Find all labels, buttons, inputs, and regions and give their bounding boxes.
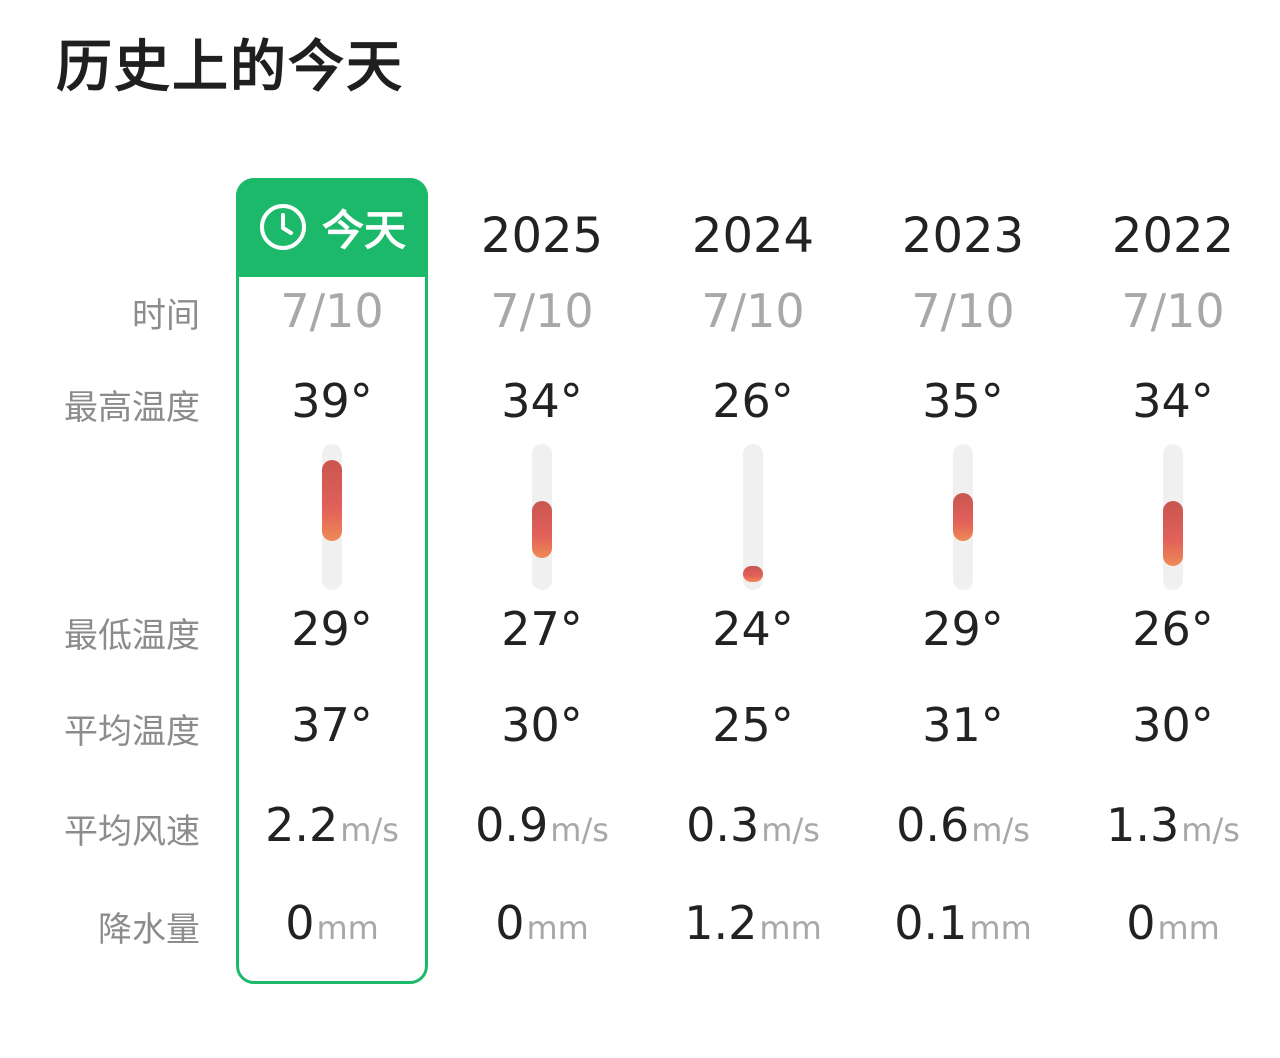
today-header: 今天 <box>236 178 428 277</box>
temp-range-track <box>532 444 552 590</box>
high-temp-value: 34° <box>1132 374 1214 428</box>
precipitation: 0.1mm <box>867 896 1059 950</box>
year-header: 2024 <box>691 208 815 264</box>
column-2025[interactable]: 2025 7/10 34° 27° 30° 0.9m/s 0mm <box>446 178 638 984</box>
year-header: 2022 <box>1111 208 1235 264</box>
wind-speed-unit: m/s <box>1181 811 1240 849</box>
temp-range-track <box>743 444 763 590</box>
precipitation-value: 1.2 <box>684 896 758 950</box>
low-temp-value: 29° <box>922 602 1004 656</box>
wind-speed-value: 2.2 <box>265 798 339 852</box>
precipitation-value: 0 <box>1126 896 1156 950</box>
low-temp-value: 27° <box>501 602 583 656</box>
precipitation: 1.2mm <box>657 896 849 950</box>
temp-range-bar <box>743 565 763 582</box>
temp-range-bar <box>1163 500 1183 566</box>
wind-speed-value: 0.6 <box>896 798 970 852</box>
precipitation-unit: mm <box>1157 909 1220 947</box>
temp-range-bar <box>532 500 552 558</box>
precipitation-unit: mm <box>526 909 589 947</box>
row-label-avg: 平均温度 <box>64 712 200 752</box>
column-2024[interactable]: 2024 7/10 26° 24° 25° 0.3m/s 1.2mm <box>657 178 849 984</box>
date-value: 7/10 <box>911 284 1015 338</box>
date-value: 7/10 <box>701 284 805 338</box>
high-temp-value: 39° <box>291 374 373 428</box>
precipitation-unit: mm <box>969 909 1032 947</box>
temp-range-track <box>322 444 342 590</box>
avg-temp-value: 31° <box>922 698 1004 752</box>
wind-speed: 1.3m/s <box>1077 798 1269 852</box>
wind-speed-unit: m/s <box>971 811 1030 849</box>
avg-temp-value: 30° <box>1132 698 1214 752</box>
precipitation-value: 0.1 <box>894 896 968 950</box>
high-temp-value: 35° <box>922 374 1004 428</box>
date-value: 7/10 <box>490 284 594 338</box>
avg-temp-value: 30° <box>501 698 583 752</box>
high-temp-value: 26° <box>712 374 794 428</box>
wind-speed: 2.2m/s <box>236 798 428 852</box>
row-label-wind: 平均风速 <box>64 812 200 852</box>
row-label-time: 时间 <box>132 296 200 336</box>
precipitation-unit: mm <box>759 909 822 947</box>
temp-range-bar <box>322 460 342 542</box>
precipitation-unit: mm <box>316 909 379 947</box>
column-today[interactable]: 今天 7/10 39° 29° 37° 2.2m/s 0mm <box>236 178 428 984</box>
column-2022[interactable]: 2022 7/10 34° 26° 30° 1.3m/s 0mm <box>1077 178 1269 984</box>
year-header: 2025 <box>480 208 604 264</box>
low-temp-value: 26° <box>1132 602 1214 656</box>
avg-temp-value: 37° <box>291 698 373 752</box>
wind-speed-unit: m/s <box>761 811 820 849</box>
row-label-high: 最高温度 <box>64 388 200 428</box>
wind-speed: 0.3m/s <box>657 798 849 852</box>
column-2023[interactable]: 2023 7/10 35° 29° 31° 0.6m/s 0.1mm <box>867 178 1059 984</box>
precipitation: 0mm <box>236 896 428 950</box>
temp-range-bar <box>953 492 973 542</box>
wind-speed: 0.9m/s <box>446 798 638 852</box>
today-label: 今天 <box>321 205 406 255</box>
precipitation: 0mm <box>1077 896 1269 950</box>
wind-speed-value: 0.9 <box>475 798 549 852</box>
row-label-rain: 降水量 <box>98 910 200 950</box>
wind-speed-value: 1.3 <box>1106 798 1180 852</box>
date-value: 7/10 <box>1121 284 1225 338</box>
row-label-low: 最低温度 <box>64 616 200 656</box>
page-title: 历史上的今天 <box>56 35 404 100</box>
avg-temp-value: 25° <box>712 698 794 752</box>
temp-range-track <box>1163 444 1183 590</box>
precipitation: 0mm <box>446 896 638 950</box>
temp-range-track <box>953 444 973 590</box>
clock-icon <box>259 204 306 250</box>
precipitation-value: 0 <box>495 896 525 950</box>
wind-speed-value: 0.3 <box>686 798 760 852</box>
year-header: 2023 <box>901 208 1025 264</box>
high-temp-value: 34° <box>501 374 583 428</box>
date-value: 7/10 <box>280 284 384 338</box>
precipitation-value: 0 <box>285 896 315 950</box>
low-temp-value: 29° <box>291 602 373 656</box>
wind-speed-unit: m/s <box>340 811 399 849</box>
low-temp-value: 24° <box>712 602 794 656</box>
wind-speed-unit: m/s <box>550 811 609 849</box>
wind-speed: 0.6m/s <box>867 798 1059 852</box>
